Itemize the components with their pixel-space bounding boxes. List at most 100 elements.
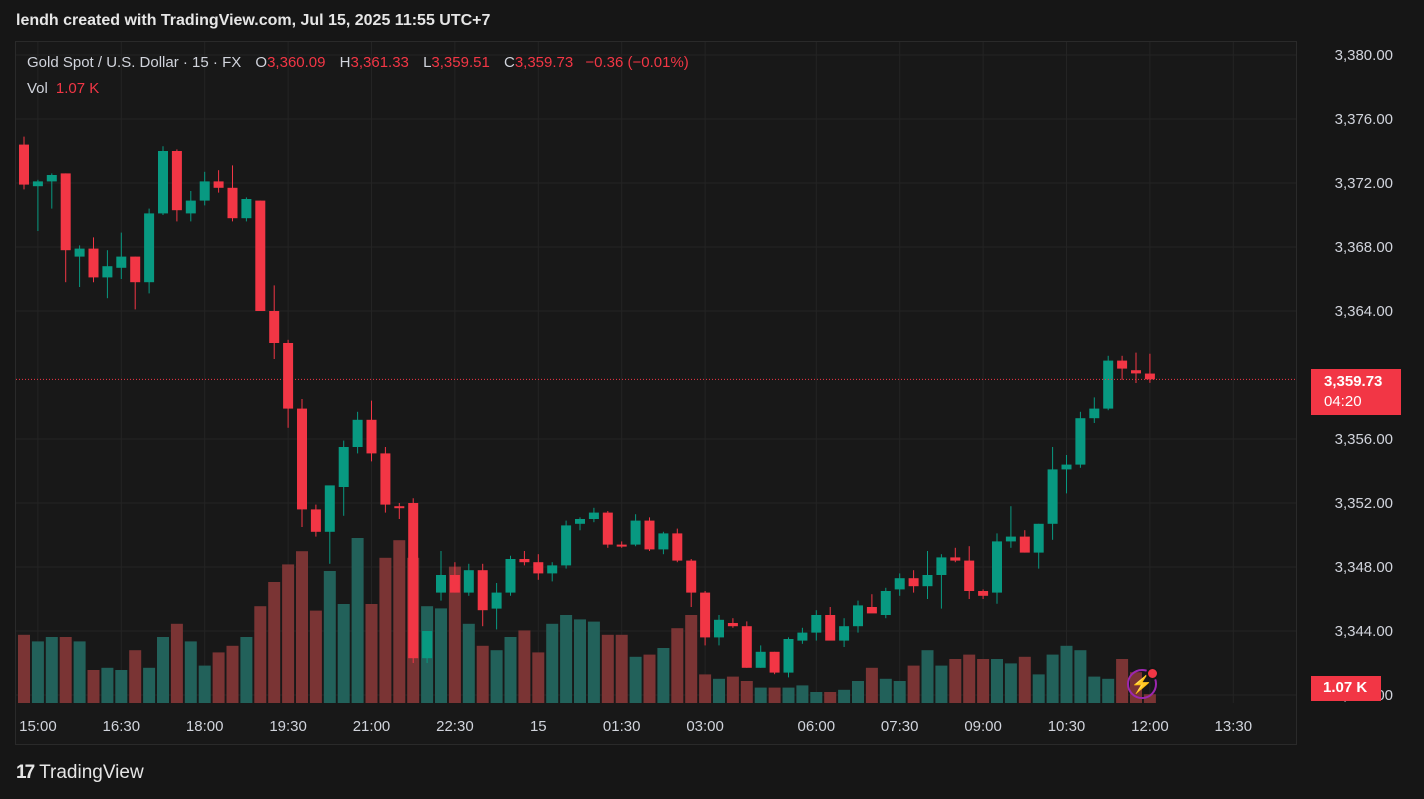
volume-bar [212,652,225,703]
candle-body [352,419,363,447]
candle-body [1103,360,1114,409]
volume-bar [560,615,573,703]
candle-body [60,173,71,251]
volume-bar [852,681,864,703]
volume-bar [157,637,169,703]
candle-body [422,631,433,659]
volume-bar [351,538,364,703]
y-tick-label: 3,352.00 [1335,495,1393,512]
candle-body [797,632,808,641]
candle-body [213,181,224,188]
candle-body [130,256,141,283]
volume-bar [323,571,336,703]
x-tick-label: 21:00 [353,718,391,735]
candle-body [1144,373,1155,380]
candle-body [74,248,85,257]
volume-bar [796,685,809,703]
volume-bar [1074,650,1087,703]
volume-bar [504,637,517,703]
last-volume-tag: 1.07 K [1311,676,1381,701]
x-tick-label: 22:30 [436,718,474,735]
candle-body [185,200,196,214]
time-axis[interactable]: 15:00 16:30 18:00 19:30 21:00 22:30 15 01:30 03:… [19,718,1252,735]
y-tick-label: 3,356.00 [1335,431,1393,448]
open-value: 3,360.09 [267,54,326,71]
candles [19,136,1155,678]
volume-bar [601,634,614,703]
volume-bar [685,615,698,703]
candle-body [269,311,280,343]
candle-body [880,591,891,615]
volume-bar [546,623,559,703]
volume-bar [629,656,642,703]
volume-bar [31,641,44,703]
x-tick-label: 15 [530,718,547,735]
candle-body [561,525,572,566]
volume-bar [810,692,823,703]
volume-bar [476,645,489,703]
volume-bar [1046,654,1059,703]
volume-bar [1004,663,1017,703]
candle-body [102,266,113,278]
candle-body [644,520,655,550]
candle-body [992,541,1002,593]
candle-body [366,419,377,454]
candle-body [783,639,794,673]
lightning-icon[interactable]: ⚡ [1127,667,1159,699]
volume-bar [879,678,892,703]
volume-label[interactable]: Vol [27,80,48,97]
y-tick-label: 3,344.00 [1335,623,1393,640]
volume-bar [991,659,1003,703]
ohlc-legend: Gold Spot / U.S. Dollar · 15 · FX O3,360… [27,54,689,71]
symbol-title[interactable]: Gold Spot / U.S. Dollar · 15 · FX [27,54,242,71]
candle-body [908,578,919,587]
candle-body [1089,408,1100,419]
candle-body [741,626,752,668]
candle-body [1131,370,1141,374]
candle-body [324,485,335,532]
candle-body [505,559,516,593]
brand-name: TradingView [39,762,144,783]
volume-bar [893,681,906,703]
x-tick-label: 16:30 [103,718,141,735]
volume-bar [435,608,447,703]
volume-bar [101,667,114,703]
tradingview-brand[interactable]: 17 TradingView [16,762,144,784]
chart-frame[interactable] [15,41,1297,745]
volume-bar [393,540,406,703]
y-tick-label: 3,380.00 [1335,47,1393,64]
y-tick-label: 3,372.00 [1335,175,1393,192]
x-tick-label: 18:00 [186,718,224,735]
volume-bar [45,637,58,703]
volume-bar [963,654,976,703]
x-tick-label: 09:00 [964,718,1002,735]
x-tick-label: 01:30 [603,718,641,735]
volume-bar [1018,656,1031,703]
x-tick-label: 03:00 [686,718,724,735]
candle-body [825,615,836,641]
candle-body [769,651,780,673]
candle-body [116,256,127,268]
candle-body [922,575,933,587]
volume-bars [18,538,1156,703]
close-value: 3,359.73 [514,54,574,71]
volume-bar [379,557,392,703]
volume-bar [726,676,739,703]
y-tick-label: 3,376.00 [1335,111,1393,128]
x-tick-label: 15:00 [19,718,57,735]
volume-bar [657,648,670,703]
volume-bar [740,681,753,703]
volume-bar [865,667,878,703]
candle-body [449,575,460,593]
volume-bar [490,650,503,703]
volume-bar [713,678,725,703]
candle-body [936,557,947,575]
volume-bar [254,606,267,703]
volume-bar [977,659,990,703]
candle-body [714,619,724,638]
candle-body [700,592,711,638]
candle-body [1061,464,1072,470]
volume-bar [170,623,183,703]
candle-body [1117,360,1128,369]
